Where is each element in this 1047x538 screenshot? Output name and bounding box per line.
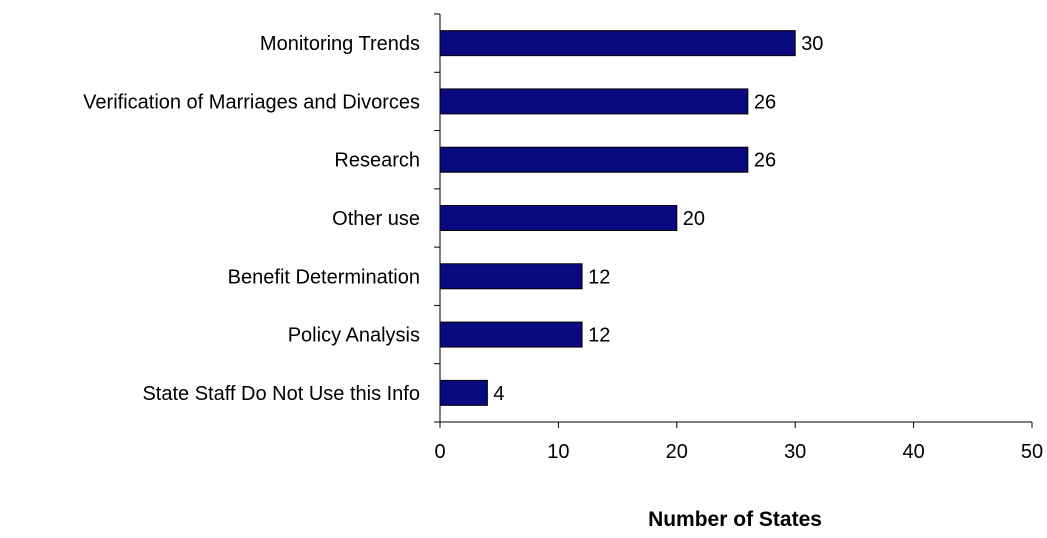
category-label: Monitoring Trends [260, 33, 420, 55]
category-label: Benefit Determination [228, 266, 420, 288]
data-label: 30 [801, 33, 823, 55]
category-label: Research [334, 150, 420, 172]
x-tick-label: 40 [902, 441, 924, 463]
category-label: Other use [332, 208, 420, 230]
bars [439, 30, 796, 406]
category-label: State Staff Do Not Use this Info [142, 383, 420, 405]
bar [439, 30, 796, 57]
x-tick-label: 10 [547, 441, 569, 463]
x-tick-label: 30 [784, 441, 806, 463]
data-label: 26 [754, 150, 776, 172]
category-label: Verification of Marriages and Divorces [83, 91, 420, 113]
bar [439, 146, 749, 173]
bar [439, 263, 583, 290]
bar [439, 88, 749, 115]
labels: 0 10 20 30 40 50 Monitoring Trends 30 Verificati… [83, 33, 1043, 463]
bar [439, 321, 583, 348]
bar [439, 379, 488, 406]
bar [439, 205, 678, 231]
data-label: 12 [588, 266, 610, 288]
x-tick-label: 20 [666, 441, 688, 463]
category-label: Policy Analysis [288, 325, 420, 347]
data-label: 20 [683, 208, 705, 230]
x-tick-label: 0 [434, 441, 445, 463]
data-label: 26 [754, 91, 776, 113]
x-axis-title: Number of States [648, 508, 822, 531]
x-tick-label: 50 [1021, 441, 1043, 463]
axis-ticks [434, 13, 1033, 428]
data-label: 12 [588, 325, 610, 347]
data-label: 4 [493, 383, 504, 405]
